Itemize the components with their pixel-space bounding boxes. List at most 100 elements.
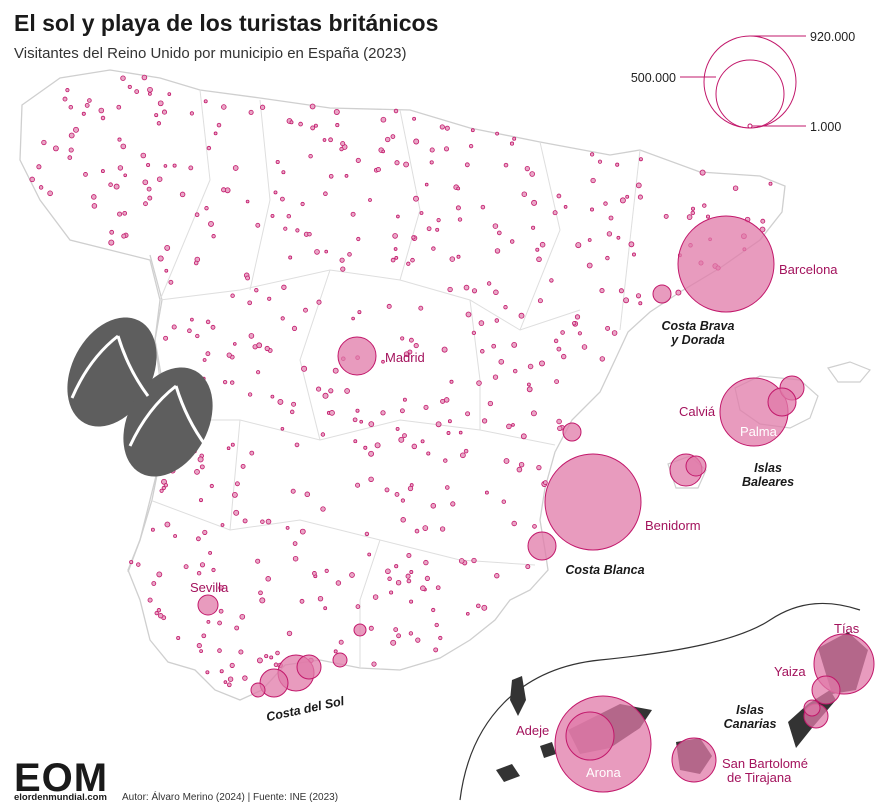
flip-flops-icon (67, 317, 213, 477)
municipality-dot (190, 317, 194, 322)
municipality-dot (211, 234, 216, 239)
municipality-dot (375, 166, 381, 173)
municipality-dot (516, 466, 523, 473)
municipality-dot (732, 185, 739, 191)
municipality-dot (543, 480, 548, 485)
municipality-dot (258, 590, 263, 596)
municipality-dot (435, 585, 441, 591)
municipality-dot (363, 445, 368, 450)
municipality-dot (705, 214, 711, 219)
municipality-dot (663, 213, 669, 219)
municipality-dot (587, 238, 592, 242)
municipality-dot (245, 199, 250, 204)
municipality-dot (532, 524, 537, 529)
municipality-dot (232, 342, 237, 346)
municipality-dot (156, 608, 162, 613)
municipality-dot (381, 359, 385, 364)
municipality-dot (372, 594, 379, 600)
municipality-dot (605, 255, 610, 261)
municipality-dot (322, 392, 329, 399)
municipality-dot (529, 171, 535, 177)
municipality-dot (392, 233, 398, 239)
municipality-dot (36, 164, 42, 170)
footer-site: elordenmundial.com (14, 792, 107, 803)
bubble-san-bartolome (671, 737, 717, 783)
municipality-dot (229, 380, 235, 385)
legend-circle-500k (715, 59, 785, 129)
municipality-dot (270, 213, 275, 218)
municipality-dot (393, 108, 399, 114)
municipality-dot (108, 182, 113, 187)
municipality-dot (211, 567, 216, 573)
municipality-dot (238, 649, 244, 655)
municipality-dot (577, 331, 582, 336)
municipality-dot (368, 625, 374, 631)
municipality-dot (62, 96, 68, 102)
municipality-dot (163, 335, 169, 341)
municipality-dot (267, 296, 272, 301)
municipality-dot (524, 165, 530, 172)
municipality-dot (234, 481, 240, 487)
municipality-dot (286, 213, 292, 219)
municipality-dot (171, 324, 177, 330)
municipality-dot (204, 206, 209, 211)
municipality-dot (506, 423, 512, 430)
municipality-dot (492, 374, 499, 380)
municipality-dot (288, 255, 293, 260)
municipality-dot (233, 509, 240, 516)
municipality-dot (412, 116, 417, 121)
municipality-dot (147, 86, 153, 93)
municipality-dot (521, 191, 528, 197)
municipality-dot (216, 122, 222, 128)
municipality-dot (292, 541, 298, 546)
menorca-island (827, 361, 871, 383)
municipality-dot (205, 351, 211, 357)
municipality-dot (443, 146, 450, 152)
municipality-dot (411, 235, 416, 240)
municipality-dot (385, 568, 391, 575)
municipality-dot (603, 201, 608, 206)
municipality-dot (333, 109, 340, 115)
municipality-dot (760, 218, 766, 224)
municipality-dot (768, 181, 773, 186)
label-san-bartolome-2: de Tirajana (727, 770, 792, 785)
municipality-dot (480, 349, 485, 354)
municipality-dot (344, 174, 349, 178)
label-costa-blanca: Costa Blanca (565, 563, 644, 577)
municipality-dot (368, 450, 375, 457)
municipality-dot (409, 570, 414, 574)
municipality-dot (294, 442, 300, 448)
municipality-dot (187, 328, 192, 334)
el-hierro-island (496, 764, 520, 782)
municipality-dot (324, 249, 329, 254)
municipality-dot (503, 162, 509, 168)
municipality-dot (203, 99, 208, 104)
municipality-dot (395, 426, 400, 431)
municipality-dot (265, 518, 272, 525)
municipality-dot (313, 123, 318, 128)
municipality-dot (206, 619, 211, 624)
municipality-dot (117, 165, 124, 171)
municipality-dot (403, 161, 409, 168)
municipality-dot (429, 147, 435, 153)
municipality-dot (117, 137, 122, 142)
municipality-dot (395, 580, 402, 586)
municipality-dot (384, 487, 390, 493)
bubble-ibiza-2 (685, 455, 707, 477)
municipality-dot (355, 408, 360, 413)
municipality-dot (443, 458, 448, 463)
municipality-dot (443, 397, 450, 403)
municipality-dot (324, 568, 329, 574)
municipality-dot (172, 163, 177, 168)
municipality-dot (113, 183, 120, 190)
municipality-dot (179, 191, 186, 198)
municipality-dot (456, 254, 461, 259)
municipality-dot (503, 458, 510, 464)
bubble-costa-sol-5 (332, 652, 348, 668)
municipality-dot (349, 572, 355, 578)
municipality-dot (410, 257, 415, 263)
municipality-dot (426, 226, 432, 232)
municipality-dot (269, 655, 274, 660)
municipality-dot (123, 173, 127, 178)
municipality-dot (520, 433, 527, 440)
